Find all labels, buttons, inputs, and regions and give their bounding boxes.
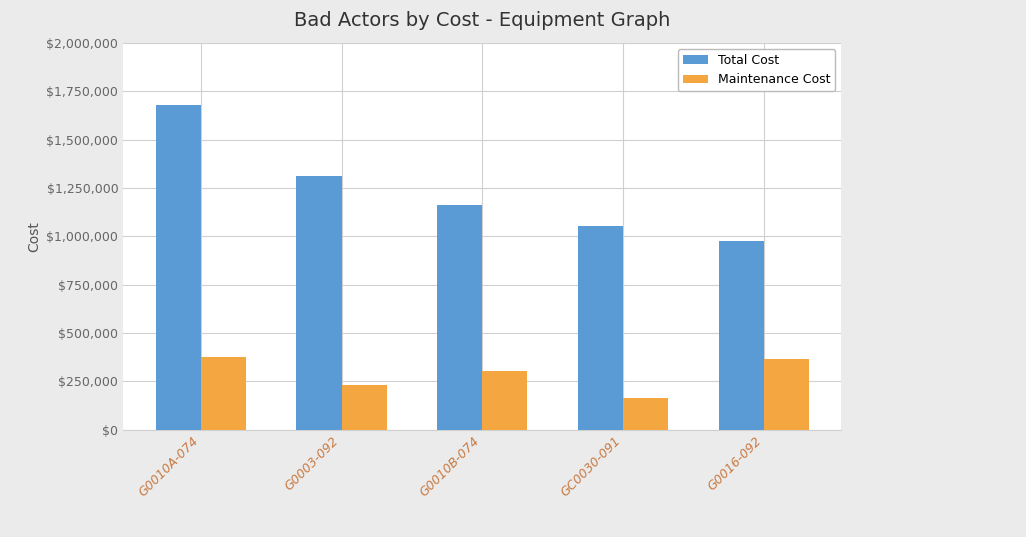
Bar — [201, 357, 246, 430]
Bar — [297, 176, 342, 430]
Bar — [342, 385, 387, 430]
Bar — [623, 398, 668, 430]
Legend: Total Cost, Maintenance Cost: Total Cost, Maintenance Cost — [677, 49, 835, 91]
Bar — [578, 226, 623, 430]
Y-axis label: Cost: Cost — [27, 221, 41, 252]
Bar — [437, 205, 482, 430]
Bar — [482, 371, 527, 430]
Title: Bad Actors by Cost - Equipment Graph: Bad Actors by Cost - Equipment Graph — [294, 11, 670, 30]
Bar — [763, 359, 808, 430]
Bar — [718, 241, 763, 430]
Bar — [156, 105, 201, 430]
